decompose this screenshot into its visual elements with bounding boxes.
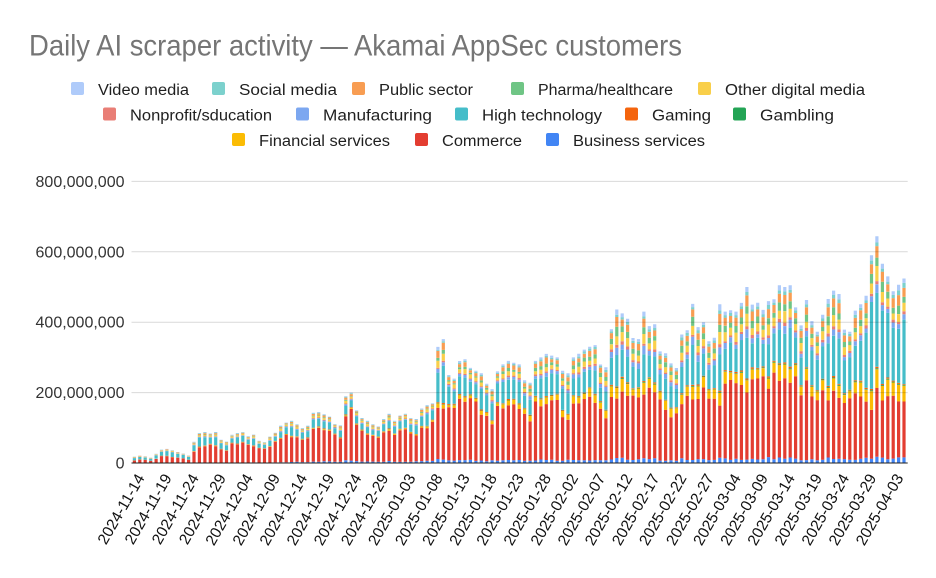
svg-text:800,000,000: 800,000,000 [36,174,125,191]
svg-text:Other digital media: Other digital media [725,82,865,99]
svg-text:400,000,000: 400,000,000 [36,315,125,332]
svg-text:High technology: High technology [482,108,602,125]
svg-text:Social media: Social media [239,82,337,99]
svg-text:0: 0 [116,456,125,473]
svg-text:Public sector: Public sector [379,82,473,99]
svg-text:Nonprofit/sducation: Nonprofit/sducation [130,108,272,125]
svg-text:Pharma/healthcare: Pharma/healthcare [538,82,673,99]
svg-text:Commerce: Commerce [442,133,522,150]
svg-text:Financial services: Financial services [259,133,390,150]
svg-text:Business services: Business services [573,133,705,150]
svg-text:Gaming: Gaming [652,108,711,125]
svg-text:200,000,000: 200,000,000 [36,385,125,402]
svg-text:Video media: Video media [98,82,189,99]
svg-text:600,000,000: 600,000,000 [36,244,125,261]
svg-text:Manufacturing: Manufacturing [323,108,432,125]
svg-text:Gambling: Gambling [760,108,834,125]
svg-text:Daily AI scraper activity — Ak: Daily AI scraper activity — Akamai AppSe… [29,30,682,63]
